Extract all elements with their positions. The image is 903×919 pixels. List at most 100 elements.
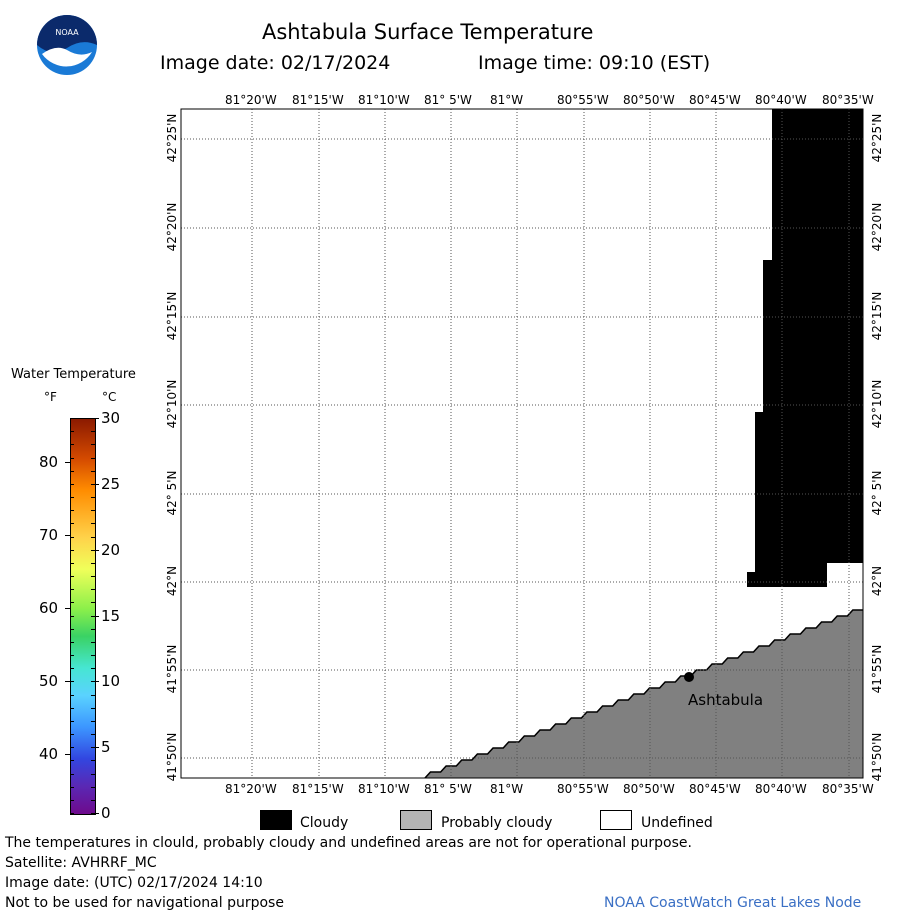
colorbar-minor-tick <box>91 431 95 433</box>
colorbar-minor-tick <box>70 431 74 433</box>
colorbar-c-tick: 0 <box>101 804 111 822</box>
lon-tick-label: 80°50'W <box>623 93 675 107</box>
colorbar-c-tick: 10 <box>101 672 121 691</box>
colorbar-minor-tick <box>91 668 95 670</box>
map-frame <box>180 108 864 779</box>
colorbar-minor-tick <box>70 457 74 459</box>
lat-tick-label: 42°15'N <box>870 291 884 341</box>
colorbar-minor-tick <box>70 523 74 525</box>
colorbar-minor-tick <box>91 549 95 551</box>
lon-tick-label: 81°15'W <box>292 93 344 107</box>
colorbar-minor-tick <box>70 655 74 656</box>
colorbar-minor-tick <box>70 707 74 709</box>
colorbar-minor-tick <box>70 602 74 604</box>
colorbar-minor-tick <box>91 747 95 749</box>
colorbar-minor-tick <box>70 615 74 617</box>
colorbar-minor-tick <box>70 576 74 577</box>
colorbar-c-tick-mark <box>94 747 99 749</box>
colorbar-c-tick-mark <box>94 483 99 485</box>
colorbar-minor-tick <box>91 589 95 591</box>
colorbar-minor-tick <box>70 681 74 683</box>
colorbar-c-tick-mark <box>94 813 99 814</box>
lon-tick-label: 81° 5'W <box>424 93 472 107</box>
lat-tick-label: 42°10'N <box>870 379 884 429</box>
city-label: Ashtabula <box>688 691 764 709</box>
colorbar-minor-tick <box>70 497 74 498</box>
footer-credit: NOAA CoastWatch Great Lakes Node <box>604 895 862 911</box>
colorbar-f-tick: 70 <box>39 526 59 545</box>
colorbar-minor-tick <box>91 523 95 525</box>
colorbar-minor-tick <box>91 799 95 801</box>
noaa-logo-icon: NOAA <box>37 15 97 75</box>
lat-tick-label: 42°25'N <box>165 113 179 163</box>
colorbar-f-tick: 60 <box>39 599 59 618</box>
colorbar-minor-tick <box>91 615 95 617</box>
colorbar-minor-tick <box>91 418 95 419</box>
colorbar-minor-tick <box>70 668 74 670</box>
colorbar-minor-tick <box>91 628 95 630</box>
city-marker <box>684 672 694 682</box>
legend-cloudy-label: Cloudy <box>300 815 349 831</box>
lon-tick-label: 81°W <box>490 782 524 796</box>
legend-probably-cloudy-label: Probably cloudy <box>441 815 553 831</box>
colorbar-minor-tick <box>91 773 95 775</box>
colorbar <box>70 418 96 815</box>
image-time: Image time: 09:10 (EST) <box>478 52 711 74</box>
colorbar-minor-tick <box>91 576 95 577</box>
lon-tick-label: 81° 5'W <box>424 782 472 796</box>
colorbar-minor-tick <box>91 444 95 446</box>
colorbar-c-tick: 25 <box>101 474 121 493</box>
colorbar-minor-tick <box>91 681 95 683</box>
lat-tick-label: 42°20'N <box>870 202 884 252</box>
footer-navigation-warning: Not to be used for navigational purpose <box>5 895 284 911</box>
colorbar-minor-tick <box>70 720 74 722</box>
lon-tick-label: 81°10'W <box>358 93 410 107</box>
lat-tick-label: 41°55'N <box>165 644 179 694</box>
colorbar-unit-f: °F <box>44 390 57 404</box>
colorbar-minor-tick <box>91 641 95 643</box>
lon-tick-label: 81°20'W <box>225 93 277 107</box>
colorbar-minor-tick <box>91 694 95 696</box>
colorbar-minor-tick <box>91 813 95 814</box>
lat-tick-label: 42°15'N <box>165 291 179 341</box>
colorbar-minor-tick <box>70 747 74 749</box>
colorbar-minor-tick <box>70 641 74 643</box>
lon-tick-label: 80°45'W <box>689 93 741 107</box>
colorbar-minor-tick <box>70 813 74 814</box>
colorbar-minor-tick <box>91 655 95 656</box>
lat-tick-label: 42°20'N <box>165 202 179 252</box>
colorbar-minor-tick <box>70 734 74 735</box>
colorbar-minor-tick <box>70 760 74 762</box>
legend-probably-cloudy-swatch <box>400 810 432 830</box>
colorbar-minor-tick <box>70 444 74 446</box>
lon-tick-label: 80°45'W <box>689 782 741 796</box>
colorbar-c-tick-mark <box>94 681 99 683</box>
lat-tick-label: 41°55'N <box>870 644 884 694</box>
lon-tick-label: 80°40'W <box>755 782 807 796</box>
colorbar-minor-tick <box>91 734 95 735</box>
colorbar-minor-tick <box>91 510 95 512</box>
lat-tick-label: 42°N <box>165 565 179 597</box>
colorbar-minor-tick <box>91 707 95 709</box>
colorbar-f-tick-mark <box>65 754 70 756</box>
lon-tick-label: 80°55'W <box>557 782 609 796</box>
lon-tick-label: 81°W <box>490 93 524 107</box>
colorbar-f-tick: 50 <box>39 672 59 691</box>
colorbar-f-tick: 80 <box>39 452 59 471</box>
colorbar-c-tick: 30 <box>101 409 121 427</box>
colorbar-minor-tick <box>70 562 74 564</box>
footer-satellite: Satellite: AVHRRF_MC <box>5 855 157 871</box>
colorbar-f-tick-mark <box>65 461 70 463</box>
colorbar-minor-tick <box>70 628 74 630</box>
colorbar-c-tick: 5 <box>101 738 111 757</box>
logo-text: NOAA <box>55 28 79 37</box>
lon-tick-label: 80°50'W <box>623 782 675 796</box>
lat-tick-label: 41°50'N <box>165 732 179 782</box>
colorbar-f-tick-mark <box>65 535 70 537</box>
colorbar-minor-tick <box>70 694 74 696</box>
colorbar-minor-tick <box>91 483 95 485</box>
noaa-logo: NOAA <box>36 14 98 76</box>
colorbar-f-tick: 40 <box>39 745 59 764</box>
colorbar-minor-tick <box>70 510 74 512</box>
